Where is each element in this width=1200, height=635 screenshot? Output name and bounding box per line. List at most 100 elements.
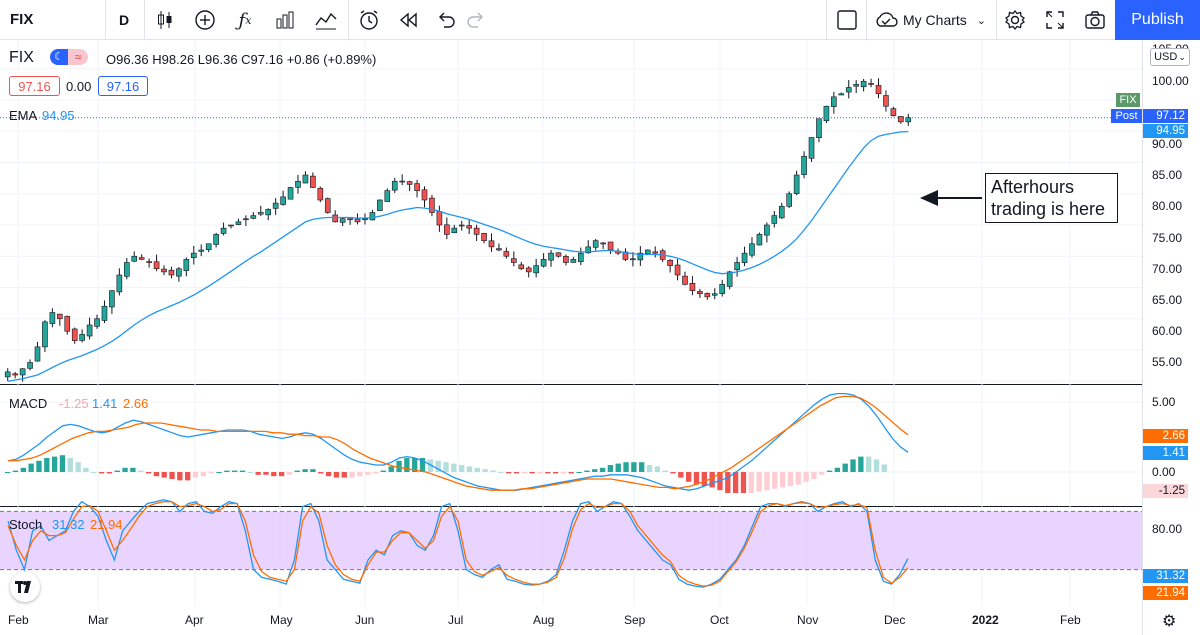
chart-canvas[interactable] [0,40,1142,635]
candle-body [161,268,167,273]
macd-histogram-bar [122,467,128,472]
time-tick: Jul [448,613,464,627]
candle-body [362,218,368,221]
bar-chart-icon[interactable] [272,5,298,35]
templates-icon[interactable] [313,5,339,35]
macd-histogram-bar [545,472,551,474]
candles-icon[interactable] [152,5,178,35]
candle-body [689,283,696,291]
macd-histogram-bar [169,472,175,479]
macd-line-tag: 1.41 [1143,446,1188,460]
candle-body [578,252,584,262]
macd-histogram-bar [505,472,512,474]
macd-histogram-bar [302,469,308,472]
macd-histogram-bar [592,469,598,472]
replay-icon[interactable] [395,5,421,35]
publish-button[interactable]: Publish [1115,0,1200,40]
candle-body [540,259,547,267]
candle-body [354,218,361,223]
macd-histogram-bar [341,472,347,478]
tradingview-logo[interactable] [10,572,40,602]
macd-tick: 5.00 [1152,395,1176,409]
macd-line-value: 1.41 [92,396,118,411]
time-tick: Nov [797,613,819,627]
candle-body [198,249,205,252]
price-tick: 70.00 [1152,262,1183,276]
candle-body [377,199,383,211]
candle-body [473,227,480,235]
time-tick: Jun [355,613,375,627]
interval-button[interactable]: D [118,12,130,28]
macd-histogram-bar [443,462,449,472]
macd-histogram-bar [263,472,269,475]
candle-body [124,262,130,277]
annotation-note[interactable]: Afterhours trading is here [985,173,1118,223]
candle-body [310,175,316,188]
macd-histogram-bar [803,472,809,482]
candle-body [369,212,376,221]
candle-body [235,221,242,225]
time-tick: Sep [624,613,646,627]
undo-icon[interactable] [433,5,459,35]
macd-histogram-bar [529,472,535,474]
macd-histogram-bar [850,459,856,472]
candle-body [414,183,420,191]
legend-ohlc: O96.36 H98.26 L96.36 C97.16 +0.86 (+0.89… [106,52,377,67]
macd-histogram-bar [98,472,105,474]
candle-body [555,252,562,257]
macd-histogram-bar [271,472,277,477]
macd-histogram-bar [639,462,645,472]
candle-body [347,218,353,221]
time-tick: May [270,613,293,627]
macd-histogram-bar [59,455,66,472]
my-charts-button[interactable]: My Charts ⌄ [872,5,992,35]
toolbar-divider [348,0,349,40]
bid-button[interactable]: 97.16 [9,76,60,96]
macd-histogram-bar [192,472,199,478]
fix-tag: FIX [1116,93,1140,107]
toolbar-divider [826,0,827,40]
ema-price-tag: 94.95 [1143,124,1188,138]
macd-histogram-bar [372,472,379,474]
redo-icon[interactable] [463,5,489,35]
macd-histogram-bar [474,467,480,472]
candle-body [548,252,554,261]
candle-body [667,259,673,266]
annotation-line-2: trading is here [991,199,1106,219]
candle-body [905,117,912,123]
macd-histogram-bar [20,467,26,472]
candle-body [116,274,123,293]
macd-histogram-bar [842,463,848,472]
macd-histogram-bar [779,472,786,488]
symbol-search-button[interactable]: FIX [10,11,34,28]
candle-body [853,84,859,87]
candle-body [771,215,778,224]
annotation-line-1: Afterhours [991,177,1075,197]
camera-icon[interactable] [1082,5,1108,35]
add-indicator-icon[interactable] [192,5,218,35]
settings-icon[interactable] [1002,5,1028,35]
macd-histogram-bar [325,472,332,477]
scale-settings-icon[interactable]: ⚙ [1162,613,1177,630]
fullscreen-icon[interactable] [1042,5,1068,35]
alert-clock-icon[interactable] [356,5,382,35]
candle-body [570,259,577,263]
candle-body [131,255,138,262]
candle-body [109,290,115,308]
stoch-k-tag: 31.32 [1143,569,1188,583]
macd-histogram-bar [36,460,42,472]
post-price-tag: 97.12 [1143,109,1188,123]
ask-button[interactable]: 97.16 [98,76,148,96]
macd-histogram-bar [404,458,410,472]
candle-body [391,180,398,191]
currency-button[interactable]: USD ⌄ [1150,48,1190,66]
macd-signal-tag: 2.66 [1143,429,1188,443]
candle-body [801,155,807,175]
macd-histogram-bar [459,465,465,472]
candle-body [831,96,837,107]
layout-square-icon[interactable] [834,5,860,35]
price-scale[interactable] [1142,40,1200,635]
candle-body [49,312,56,324]
candle-body [146,261,152,263]
